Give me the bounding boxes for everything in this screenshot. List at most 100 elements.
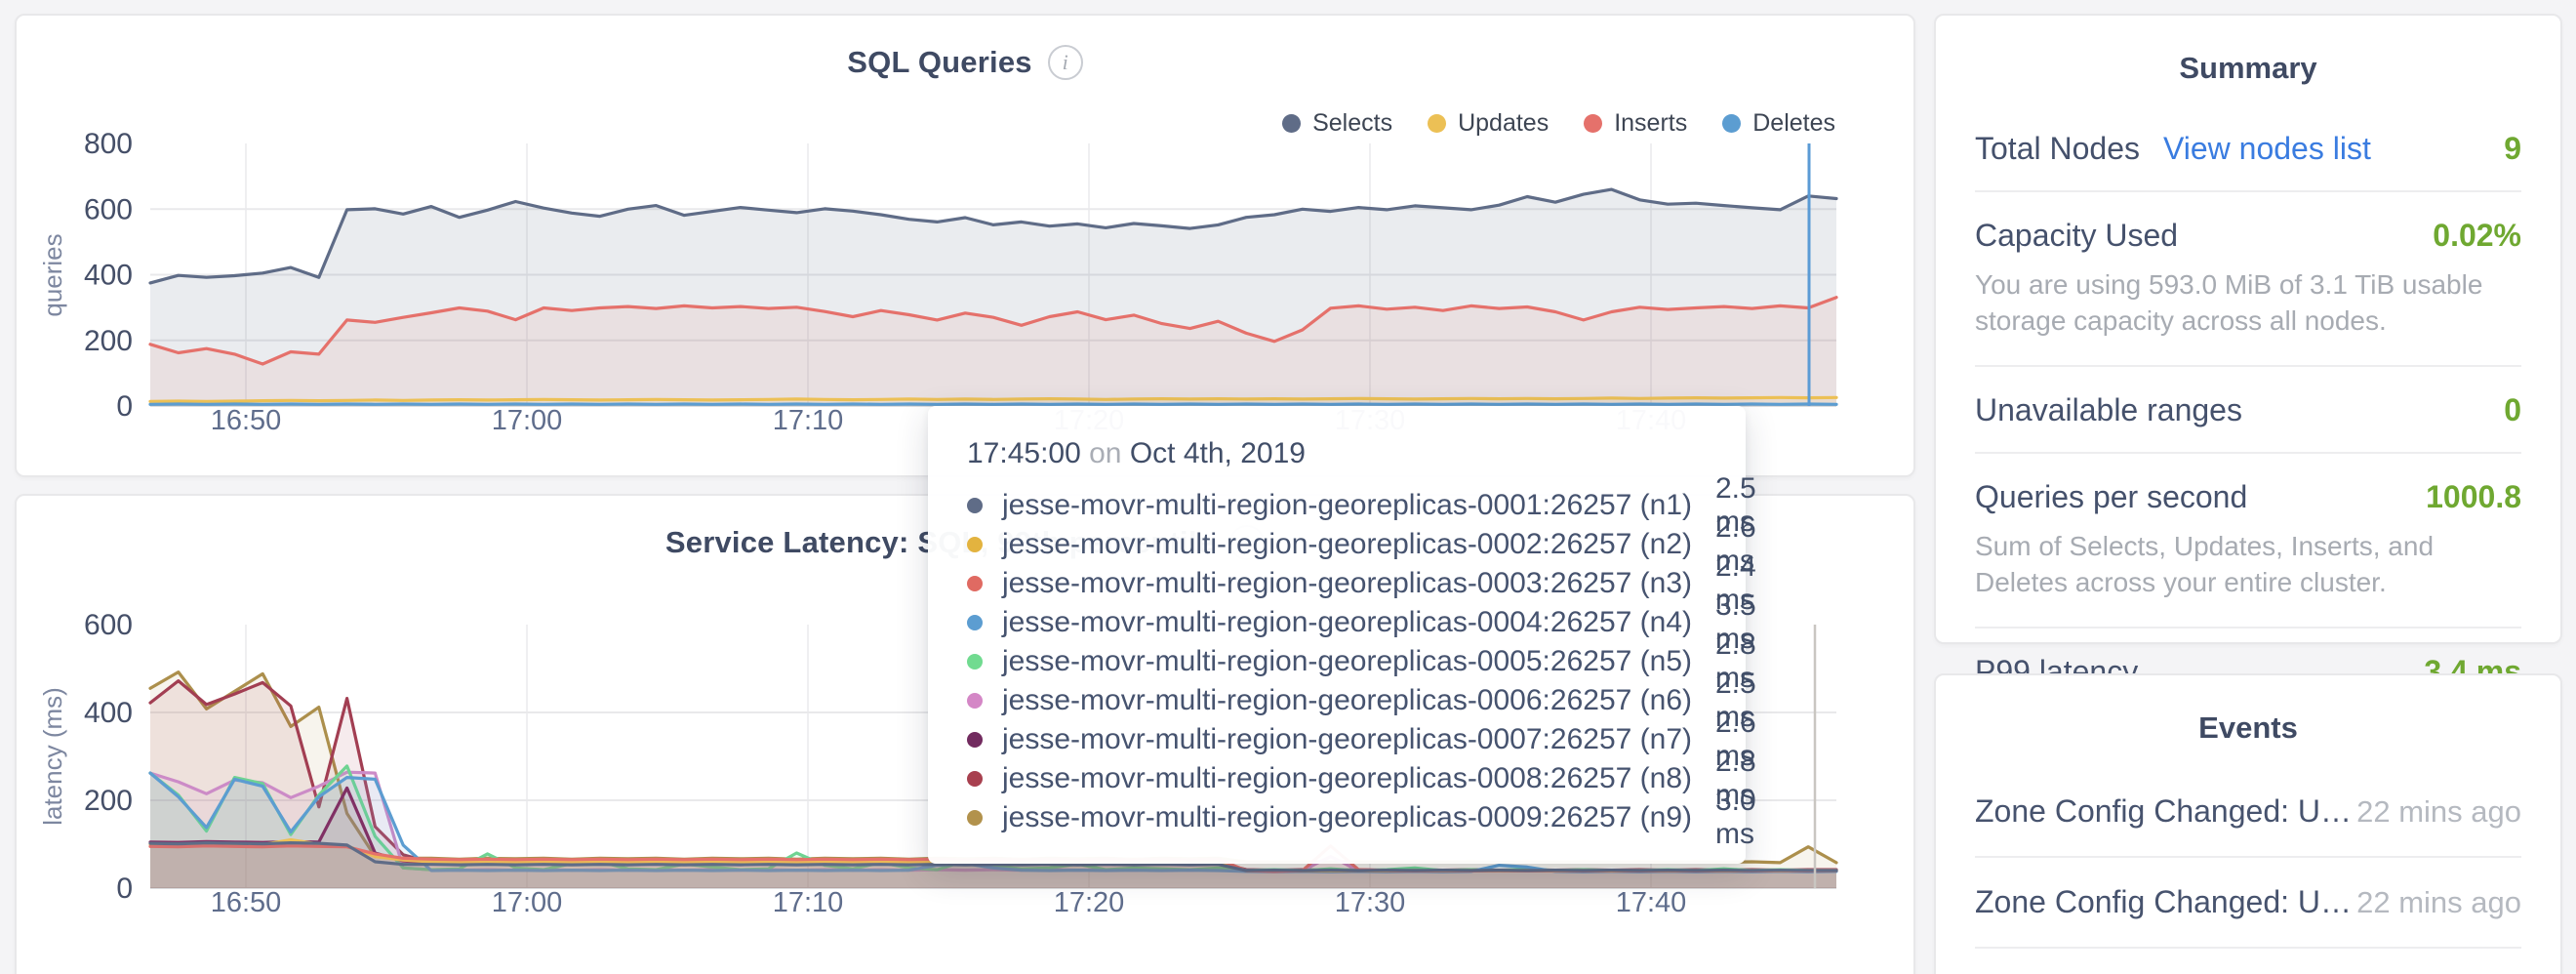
tooltip-row: jesse-movr-multi-region-georeplicas-0001…: [967, 472, 1756, 538]
tooltip-node-value: 2.6 ms: [1715, 707, 1756, 772]
queries-per-second-label: Queries per second: [1975, 478, 2248, 514]
series-area: [150, 189, 1836, 406]
summary-panel-title: Summary: [2179, 51, 2317, 85]
x-tick-label: 17:10: [773, 405, 844, 436]
series-area: [150, 788, 1836, 888]
tooltip-on-word: on: [1089, 437, 1122, 469]
queries-per-second-description: Sum of Selects, Updates, Inserts, and De…: [1975, 530, 2435, 597]
y-tick-label: 0: [116, 390, 133, 423]
event-time: 22 mins ago: [2356, 885, 2521, 919]
tooltip-node-value: 2.6 ms: [1715, 511, 1756, 577]
series-line: [148, 395, 1838, 403]
x-tick-label: 17:00: [492, 405, 563, 436]
series-area: [150, 772, 1836, 888]
tooltip-row: jesse-movr-multi-region-georeplicas-0005…: [967, 629, 1756, 694]
tooltip-row-dot: [967, 498, 983, 513]
tooltip-node-value: 2.8 ms: [1715, 629, 1756, 694]
legend-label: Selects: [1312, 109, 1393, 137]
tooltip-row-dot: [967, 576, 983, 591]
tooltip-node-name: jesse-movr-multi-region-georeplicas-0008…: [1002, 762, 1692, 794]
tooltip-node-list: jesse-movr-multi-region-georeplicas-0001…: [967, 472, 1756, 850]
legend-label: Inserts: [1614, 109, 1688, 137]
tooltip-date: Oct 4th, 2019: [1129, 437, 1306, 469]
event-time: 22 mins ago: [2356, 794, 2521, 829]
tooltip-row: jesse-movr-multi-region-georeplicas-0003…: [967, 550, 1756, 616]
event-row[interactable]: Zone Config Changed: User… 22 mins ago: [1975, 767, 2521, 858]
legend-item-updates[interactable]: Updates: [1428, 109, 1549, 138]
sql-queries-title-row: SQL Queries i: [17, 45, 1913, 80]
total-nodes-value: 9: [2504, 131, 2521, 166]
y-axis-title: latency (ms): [38, 687, 67, 826]
chart-hover-tooltip: 17:45:00 on Oct 4th, 2019 jesse-movr-mul…: [928, 406, 1756, 864]
tooltip-row-dot: [967, 693, 983, 709]
total-nodes-row: Total Nodes View nodes list: [1975, 131, 2371, 167]
legend-dot: [1722, 114, 1742, 133]
legend-item-selects[interactable]: Selects: [1282, 109, 1392, 138]
tooltip-row-dot: [967, 810, 983, 826]
legend-label: Deletes: [1752, 109, 1835, 137]
y-axis-title: queries: [38, 233, 67, 316]
tooltip-row-dot: [967, 537, 983, 552]
series-area: [150, 297, 1836, 406]
event-title: Zone Config Changed: User…: [1975, 884, 2357, 919]
y-tick-label: 200: [84, 325, 133, 357]
tooltip-node-value: 2.4 ms: [1715, 550, 1756, 616]
event-row[interactable]: Zone Config Changed: User… 22 mins ago: [1975, 858, 2521, 949]
tooltip-timestamp: 17:45:00 on Oct 4th, 2019: [967, 437, 1707, 470]
legend-dot: [1282, 114, 1302, 133]
tooltip-row: jesse-movr-multi-region-georeplicas-0009…: [967, 785, 1756, 850]
x-tick-label: 16:50: [211, 405, 282, 436]
y-tick-label: 400: [84, 697, 133, 729]
unavailable-ranges-label: Unavailable ranges: [1975, 391, 2242, 427]
sql-queries-chart-title: SQL Queries: [847, 45, 1032, 79]
tooltip-node-name: jesse-movr-multi-region-georeplicas-0004…: [1002, 606, 1692, 638]
tooltip-node-name: jesse-movr-multi-region-georeplicas-0002…: [1002, 528, 1692, 560]
y-tick-label: 600: [84, 193, 133, 225]
tooltip-node-name: jesse-movr-multi-region-georeplicas-0006…: [1002, 684, 1692, 716]
event-row[interactable]: Zone Config Changed: User… 22 mins ago: [1975, 949, 2521, 974]
info-icon[interactable]: i: [1047, 45, 1083, 80]
capacity-used-value: 0.02%: [2433, 218, 2521, 253]
capacity-used-label: Capacity Used: [1975, 218, 2179, 253]
queries-per-second-value: 1000.8: [2426, 478, 2521, 514]
y-tick-label: 0: [116, 873, 133, 905]
tooltip-row-dot: [967, 771, 983, 787]
total-nodes-label: Total Nodes: [1975, 131, 2140, 166]
series-area: [150, 845, 1836, 888]
y-tick-label: 400: [84, 260, 133, 292]
x-tick-label: 17:10: [773, 887, 844, 918]
unavailable-ranges-value: 0: [2504, 391, 2521, 427]
y-tick-label: 800: [84, 128, 133, 160]
legend-item-inserts[interactable]: Inserts: [1584, 109, 1687, 138]
tooltip-row: jesse-movr-multi-region-georeplicas-0004…: [967, 589, 1756, 655]
sql-queries-plot-area[interactable]: 16:5017:0017:1017:2017:3017:400200400600…: [17, 16, 1913, 475]
tooltip-time: 17:45:00: [967, 437, 1081, 469]
series-line: [148, 296, 1838, 366]
legend-dot: [1584, 114, 1603, 133]
y-tick-label: 600: [84, 609, 133, 641]
capacity-used-description: You are using 593.0 MiB of 3.1 TiB usabl…: [1975, 269, 2483, 336]
tooltip-row-dot: [967, 732, 983, 748]
tooltip-node-value: 2.8 ms: [1715, 746, 1756, 811]
tooltip-row: jesse-movr-multi-region-georeplicas-0008…: [967, 746, 1756, 811]
series-area: [150, 773, 1836, 888]
events-panel: Events Zone Config Changed: User… 22 min…: [1934, 673, 2562, 974]
view-nodes-list-link[interactable]: View nodes list: [2162, 131, 2371, 166]
legend-dot: [1428, 114, 1447, 133]
x-tick-label: 17:20: [1054, 887, 1125, 918]
tooltip-node-name: jesse-movr-multi-region-georeplicas-0005…: [1002, 645, 1692, 677]
tooltip-node-value: 2.5 ms: [1715, 668, 1756, 733]
x-tick-label: 17:40: [1616, 887, 1687, 918]
tooltip-row-dot: [967, 615, 983, 630]
service-latency-chart-card: Service Latency: SQL, 99th percentile i …: [15, 494, 1915, 974]
series-area: [150, 680, 1836, 888]
series-line: [148, 187, 1838, 285]
event-title: Zone Config Changed: User…: [1975, 793, 2357, 829]
tooltip-row-dot: [967, 654, 983, 670]
tooltip-node-name: jesse-movr-multi-region-georeplicas-0007…: [1002, 723, 1692, 755]
legend-item-deletes[interactable]: Deletes: [1722, 109, 1835, 138]
tooltip-row: jesse-movr-multi-region-georeplicas-0006…: [967, 668, 1756, 733]
tooltip-node-value: 3.5 ms: [1715, 589, 1756, 655]
sql-queries-legend: Selects Updates Inserts Deletes: [1282, 109, 1835, 138]
